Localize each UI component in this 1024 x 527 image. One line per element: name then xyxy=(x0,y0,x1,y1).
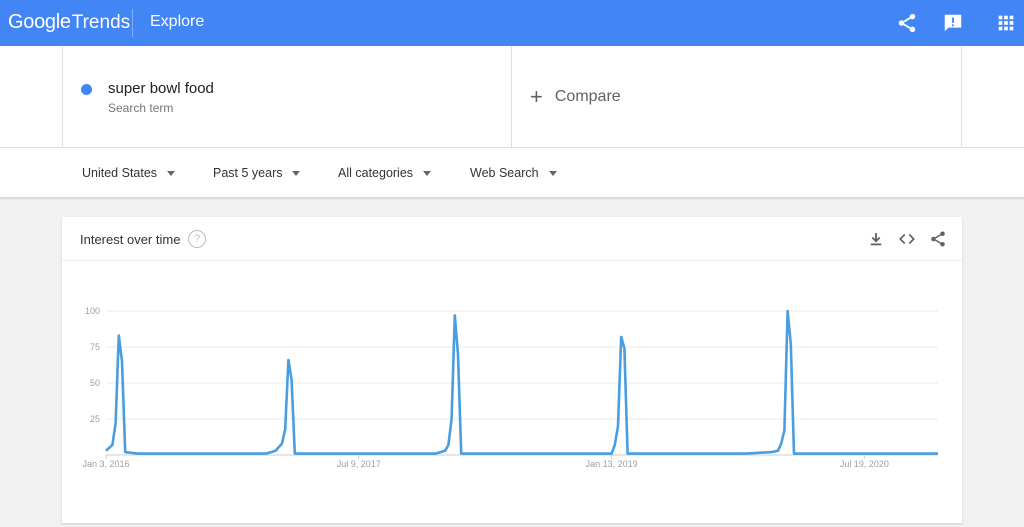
page-title: Explore xyxy=(150,13,205,30)
interest-over-time-card xyxy=(62,217,962,523)
plus-icon: + xyxy=(530,84,543,109)
time-range-value: Past 5 years xyxy=(213,166,283,180)
dropdown-arrow-icon xyxy=(423,170,432,176)
share-icon[interactable] xyxy=(929,230,947,248)
download-icon[interactable] xyxy=(867,230,885,248)
dropdown-arrow-icon xyxy=(167,170,176,176)
card-title: Interest over time xyxy=(80,232,181,247)
top-app-bar: Google Trends Explore xyxy=(0,0,1024,46)
region-dropdown[interactable]: United States xyxy=(82,166,176,180)
search-term-input[interactable]: super bowl food xyxy=(108,80,214,97)
dropdown-arrow-icon xyxy=(548,170,557,176)
dropdown-arrow-icon xyxy=(292,170,301,176)
compare-label: Compare xyxy=(554,88,621,105)
search-term-bar xyxy=(0,46,1024,148)
embed-icon[interactable] xyxy=(898,230,916,248)
google-trends-logo[interactable]: Google Trends xyxy=(8,11,130,35)
region-value: United States xyxy=(82,166,158,180)
search-term-type: Search term xyxy=(108,101,174,115)
search-type-value: Web Search xyxy=(470,166,539,180)
card-divider xyxy=(62,260,962,261)
term-box-divider xyxy=(511,46,512,147)
header-divider xyxy=(132,9,133,37)
time-range-dropdown[interactable]: Past 5 years xyxy=(213,166,301,180)
apps-icon[interactable] xyxy=(995,12,1017,34)
logo-google-text: Google xyxy=(8,11,71,33)
help-icon[interactable]: ? xyxy=(188,230,206,248)
term-box-right-border xyxy=(961,46,962,147)
term-color-dot xyxy=(81,84,92,95)
search-type-dropdown[interactable]: Web Search xyxy=(470,166,557,180)
category-dropdown[interactable]: All categories xyxy=(338,166,432,180)
share-icon[interactable] xyxy=(896,12,918,34)
compare-button[interactable]: + Compare xyxy=(530,84,621,109)
category-value: All categories xyxy=(338,166,414,180)
logo-trends-text: Trends xyxy=(71,12,131,33)
term-box-left-border xyxy=(62,46,63,147)
feedback-icon[interactable] xyxy=(942,12,964,34)
